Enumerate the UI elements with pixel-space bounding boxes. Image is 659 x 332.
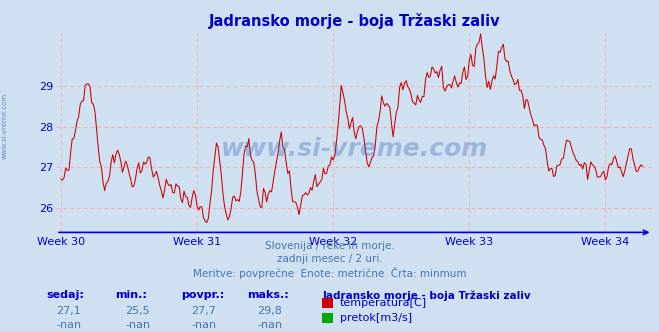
Text: -nan: -nan — [125, 320, 150, 330]
Text: -nan: -nan — [56, 320, 81, 330]
Text: zadnji mesec / 2 uri.: zadnji mesec / 2 uri. — [277, 254, 382, 264]
Text: min.:: min.: — [115, 290, 147, 300]
Text: 27,7: 27,7 — [191, 306, 216, 316]
Text: www.si-vreme.com: www.si-vreme.com — [221, 137, 488, 161]
Text: Slovenija / reke in morje.: Slovenija / reke in morje. — [264, 241, 395, 251]
Title: Jadransko morje - boja Tržaski zaliv: Jadransko morje - boja Tržaski zaliv — [208, 13, 500, 29]
Text: -nan: -nan — [191, 320, 216, 330]
Text: Jadransko morje - boja Tržaski zaliv: Jadransko morje - boja Tržaski zaliv — [323, 290, 532, 301]
Text: www.si-vreme.com: www.si-vreme.com — [2, 93, 8, 159]
Text: -nan: -nan — [257, 320, 282, 330]
Text: povpr.:: povpr.: — [181, 290, 225, 300]
Text: 27,1: 27,1 — [56, 306, 81, 316]
Text: maks.:: maks.: — [247, 290, 289, 300]
Text: 29,8: 29,8 — [257, 306, 282, 316]
Text: temperatura[C]: temperatura[C] — [340, 298, 427, 308]
Text: Meritve: povprečne  Enote: metrične  Črta: minmum: Meritve: povprečne Enote: metrične Črta:… — [192, 267, 467, 279]
Text: sedaj:: sedaj: — [46, 290, 84, 300]
Text: 25,5: 25,5 — [125, 306, 150, 316]
Text: pretok[m3/s]: pretok[m3/s] — [340, 313, 412, 323]
